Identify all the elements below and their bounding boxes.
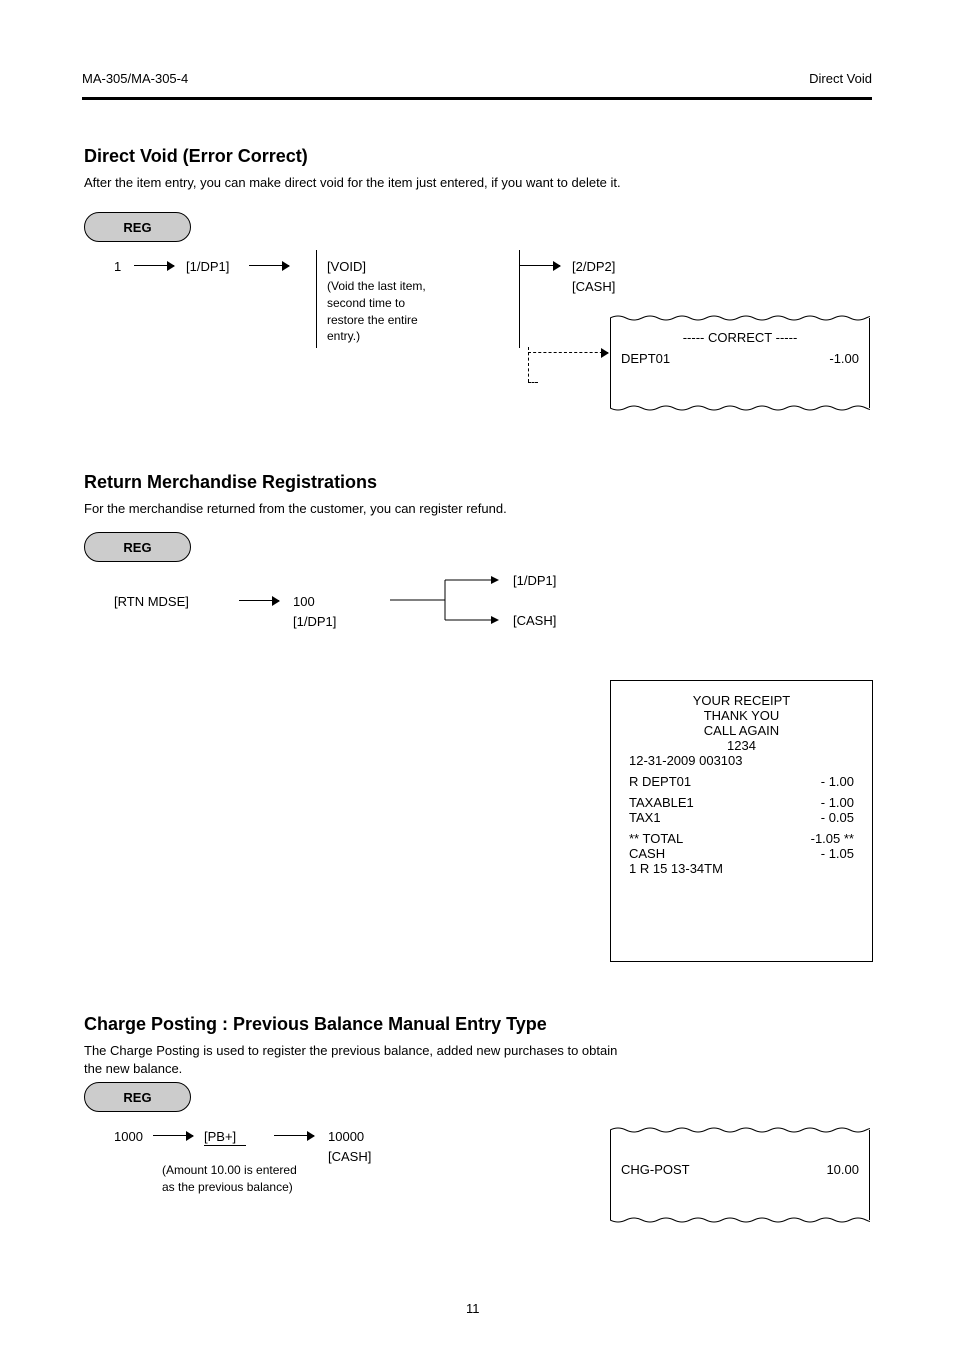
header-left: MA-305/MA-305-4 xyxy=(82,70,188,88)
r2-l2: CALL AGAIN xyxy=(629,723,854,738)
page-number: 11 xyxy=(466,1300,480,1318)
mode-pill-3: REG xyxy=(84,1082,191,1112)
arrow-icon xyxy=(274,1135,314,1136)
s1-step1: [1/DP1] xyxy=(186,258,229,276)
receipt-2: YOUR RECEIPT THANK YOU CALL AGAIN 1234 1… xyxy=(610,680,873,962)
section2-title: Return Merchandise Registrations xyxy=(84,470,377,495)
s2-step2: [1/DP1] xyxy=(293,613,336,631)
underscore xyxy=(204,1145,246,1146)
receipt-3: CHG-POST 10.00 xyxy=(610,1130,870,1220)
s1-step2: [VOID] xyxy=(327,258,366,276)
receipt3-amt: 10.00 xyxy=(826,1162,859,1177)
dashed-corner xyxy=(528,382,538,383)
branch-icon xyxy=(390,565,510,635)
section2-intro: For the merchandise returned from the cu… xyxy=(84,500,507,518)
r2-l12b: - 1.05 xyxy=(821,846,854,861)
s2-step3b: [CASH] xyxy=(513,612,556,630)
r2-l1: THANK YOU xyxy=(629,708,854,723)
r2-l8a: TAXABLE1 xyxy=(629,795,694,810)
s1-step4: [2/DP2] xyxy=(572,258,615,276)
r2-l6b: - 1.00 xyxy=(821,774,854,789)
r2-l8b: - 1.00 xyxy=(821,795,854,810)
s3-step1: [PB+] xyxy=(204,1128,236,1146)
receipt1-banner: ----- CORRECT ----- xyxy=(621,330,859,345)
r2-l11a: ** TOTAL xyxy=(629,831,683,846)
r2-l9a: TAX1 xyxy=(629,810,661,825)
arrow-icon xyxy=(134,265,174,266)
section3-title: Charge Posting : Previous Balance Manual… xyxy=(84,1012,547,1037)
r2-l6a: R DEPT01 xyxy=(629,774,691,789)
s1-step0: 1 xyxy=(114,258,121,276)
arrow-icon xyxy=(520,265,560,266)
header-right: Direct Void xyxy=(809,70,872,88)
s2-step0: [RTN MDSE] xyxy=(114,593,189,611)
s2-step1: 100 xyxy=(293,593,315,611)
r2-l13: 1 R 15 13-34TM xyxy=(629,861,854,876)
r2-l12a: CASH xyxy=(629,846,665,861)
s3-note: (Amount 10.00 is entered as the previous… xyxy=(162,1162,297,1196)
s3-step0: 1000 xyxy=(114,1128,143,1146)
receipt1-amt: -1.00 xyxy=(829,351,859,366)
receipt1-item: DEPT01 xyxy=(621,351,670,366)
mode-pill-1: REG xyxy=(84,212,191,242)
bracket-left-1 xyxy=(316,250,317,348)
section1-title: Direct Void (Error Correct) xyxy=(84,144,308,169)
r2-l3: 1234 xyxy=(629,738,854,753)
receipt-1: ----- CORRECT ----- DEPT01 -1.00 xyxy=(610,318,870,408)
r2-l11b: -1.05 ** xyxy=(811,831,854,846)
dashed-arrow-icon xyxy=(528,352,608,353)
r2-l4: 12-31-2009 003103 xyxy=(629,753,854,768)
arrow-icon xyxy=(239,600,279,601)
r2-l9b: - 0.05 xyxy=(821,810,854,825)
s1-step5: [CASH] xyxy=(572,278,615,296)
s3-step3: [CASH] xyxy=(328,1148,371,1166)
header-rule xyxy=(82,97,872,100)
arrow-icon xyxy=(249,265,289,266)
receipt3-item: CHG-POST xyxy=(621,1162,690,1177)
arrow-icon xyxy=(153,1135,193,1136)
r2-l0: YOUR RECEIPT xyxy=(629,693,854,708)
s1-void-note: (Void the last item, second time to rest… xyxy=(327,278,426,345)
section3-intro: The Charge Posting is used to register t… xyxy=(84,1042,617,1078)
s3-step2: 10000 xyxy=(328,1128,364,1146)
section1-intro: After the item entry, you can make direc… xyxy=(84,174,621,192)
mode-pill-2: REG xyxy=(84,532,191,562)
s2-step3a: [1/DP1] xyxy=(513,572,556,590)
